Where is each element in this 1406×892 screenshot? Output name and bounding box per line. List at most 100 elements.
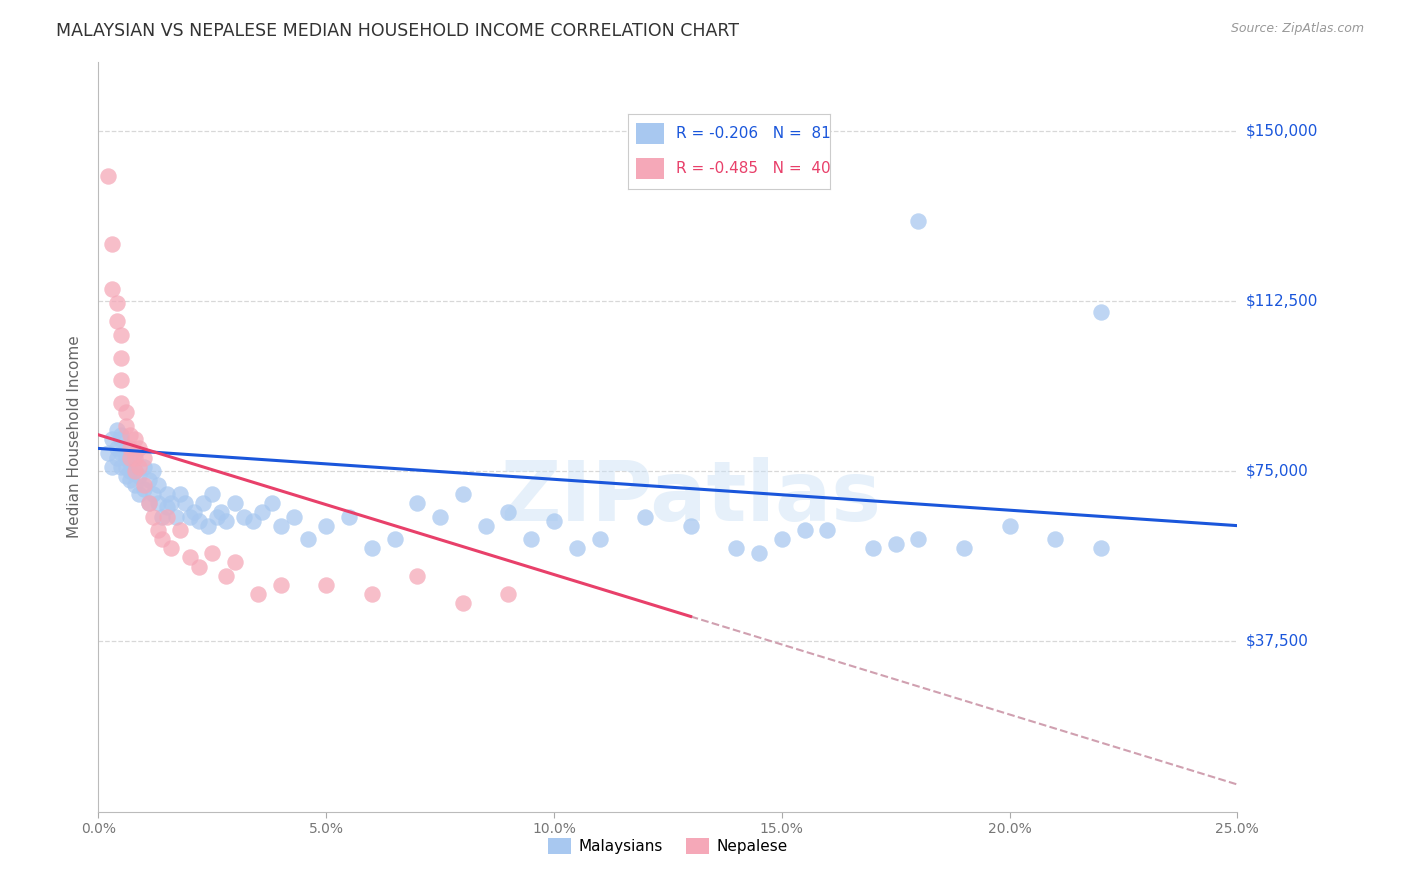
Point	[138, 496, 160, 510]
Point	[124, 446, 146, 460]
Text: Source: ZipAtlas.com: Source: ZipAtlas.com	[1230, 22, 1364, 36]
Point	[150, 533, 173, 547]
Point	[124, 450, 146, 465]
Point	[179, 550, 201, 565]
Point	[142, 509, 165, 524]
Text: MALAYSIAN VS NEPALESE MEDIAN HOUSEHOLD INCOME CORRELATION CHART: MALAYSIAN VS NEPALESE MEDIAN HOUSEHOLD I…	[56, 22, 740, 40]
Point	[884, 537, 907, 551]
Point	[634, 509, 657, 524]
Point	[169, 523, 191, 537]
Point	[770, 533, 793, 547]
Point	[297, 533, 319, 547]
Point	[105, 423, 128, 437]
Point	[114, 405, 136, 419]
Text: $112,500: $112,500	[1246, 293, 1317, 309]
Point	[105, 296, 128, 310]
Point	[124, 464, 146, 478]
Point	[1090, 541, 1112, 556]
Point	[215, 514, 238, 528]
Point	[187, 559, 209, 574]
Point	[114, 418, 136, 433]
Point	[748, 546, 770, 560]
Point	[110, 459, 132, 474]
Point	[183, 505, 205, 519]
Point	[132, 459, 155, 474]
Point	[233, 509, 256, 524]
Point	[793, 523, 815, 537]
Point	[205, 509, 228, 524]
Point	[128, 459, 150, 474]
Point	[96, 169, 118, 183]
Point	[120, 473, 142, 487]
Point	[679, 518, 702, 533]
Point	[451, 596, 474, 610]
Text: $75,000: $75,000	[1246, 464, 1309, 479]
Point	[128, 487, 150, 501]
Point	[907, 533, 929, 547]
Point	[907, 214, 929, 228]
Point	[120, 442, 142, 456]
Point	[105, 450, 128, 465]
Point	[114, 450, 136, 465]
Point	[451, 487, 474, 501]
Point	[179, 509, 201, 524]
Point	[120, 464, 142, 478]
Point	[224, 496, 246, 510]
Point	[165, 509, 187, 524]
Point	[132, 483, 155, 497]
Point	[142, 487, 165, 501]
Point	[120, 427, 142, 442]
Point	[101, 433, 124, 447]
Legend: Malaysians, Nepalese: Malaysians, Nepalese	[541, 832, 794, 860]
Point	[146, 496, 169, 510]
Point	[998, 518, 1021, 533]
Point	[193, 496, 215, 510]
Y-axis label: Median Household Income: Median Household Income	[67, 335, 83, 539]
Point	[101, 459, 124, 474]
Point	[132, 477, 155, 491]
Point	[160, 496, 183, 510]
Point	[174, 496, 197, 510]
Point	[110, 446, 132, 460]
Point	[124, 477, 146, 491]
Point	[953, 541, 976, 556]
Point	[156, 509, 179, 524]
Point	[169, 487, 191, 501]
Point	[815, 523, 838, 537]
Text: R = -0.485   N =  40: R = -0.485 N = 40	[676, 161, 831, 176]
Point	[360, 541, 382, 556]
Point	[110, 427, 132, 442]
Text: R = -0.206   N =  81: R = -0.206 N = 81	[676, 126, 831, 141]
Point	[105, 442, 128, 456]
Point	[124, 464, 146, 478]
Point	[565, 541, 588, 556]
Point	[110, 351, 132, 365]
Point	[406, 568, 429, 582]
Point	[242, 514, 264, 528]
Point	[498, 587, 520, 601]
Point	[114, 459, 136, 474]
Point	[270, 577, 292, 591]
Point	[201, 546, 224, 560]
Point	[725, 541, 748, 556]
Point	[406, 496, 429, 510]
Text: ZIPatlas: ZIPatlas	[501, 457, 882, 538]
Bar	[636, 158, 664, 179]
Point	[146, 523, 169, 537]
Text: $37,500: $37,500	[1246, 634, 1309, 648]
Point	[105, 314, 128, 328]
Point	[160, 541, 183, 556]
Point	[150, 509, 173, 524]
Point	[132, 450, 155, 465]
Point	[124, 433, 146, 447]
Point	[474, 518, 496, 533]
Point	[110, 327, 132, 342]
Point	[543, 514, 565, 528]
Point	[283, 509, 305, 524]
Point	[429, 509, 451, 524]
Point	[96, 446, 118, 460]
Point	[337, 509, 360, 524]
Point	[120, 450, 142, 465]
Point	[201, 487, 224, 501]
Point	[156, 500, 179, 515]
